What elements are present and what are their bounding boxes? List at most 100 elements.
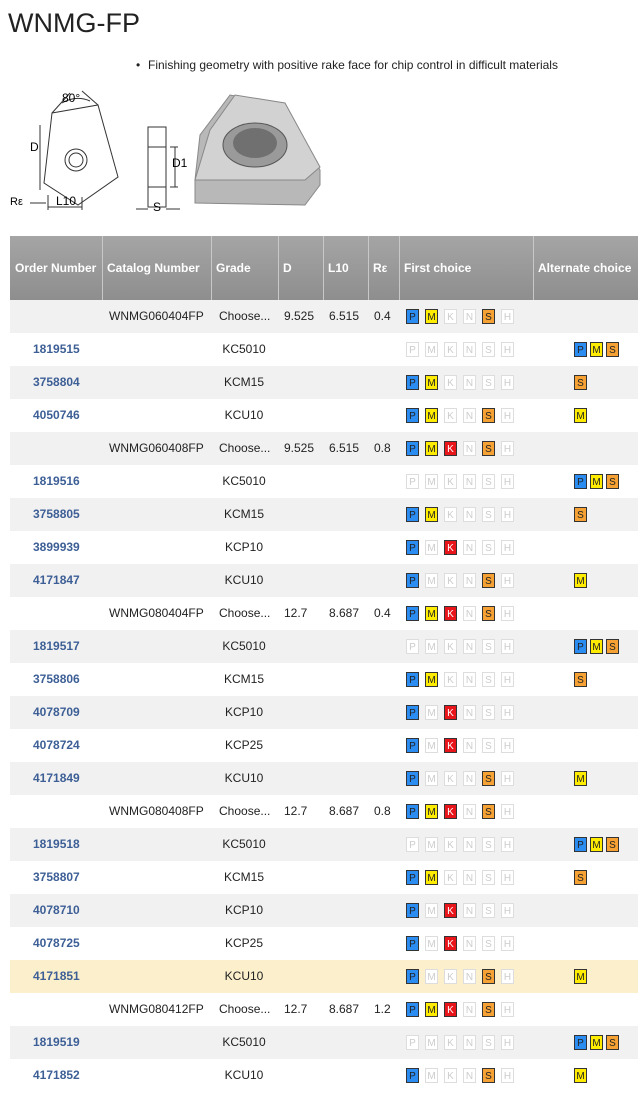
material-box: H	[501, 837, 514, 852]
order-number[interactable]: 4078725	[33, 936, 80, 950]
column-separator	[399, 236, 400, 300]
catalog-number: WNMG080404FP	[109, 606, 204, 620]
item-row: 1819517 KC5010 P M K N S H P M S	[10, 630, 638, 663]
material-box: N	[463, 441, 476, 456]
material-box: N	[463, 804, 476, 819]
material-box: H	[501, 936, 514, 951]
material-box: K	[444, 639, 457, 654]
item-row: 4171851 KCU10 P M K N S H M	[10, 960, 638, 993]
order-number[interactable]: 4078710	[33, 903, 80, 917]
order-number[interactable]: 4171849	[33, 771, 80, 785]
order-number[interactable]: 4171851	[33, 969, 80, 983]
order-number[interactable]: 1819515	[33, 342, 80, 356]
material-box: K	[444, 606, 457, 621]
grade-select[interactable]: Choose...	[219, 804, 271, 818]
catalog-number: WNMG060408FP	[109, 441, 204, 455]
catalog-number: WNMG060404FP	[109, 309, 204, 323]
group-row: WNMG080408FP Choose... 12.7 8.687 0.8 P M K N S H	[10, 795, 638, 828]
order-number[interactable]: 3899939	[33, 540, 80, 554]
alternate-box: M	[590, 837, 603, 852]
material-box: P	[406, 408, 419, 423]
material-box: K	[444, 408, 457, 423]
l10-label: L10	[56, 194, 76, 208]
material-box: P	[406, 342, 419, 357]
material-box: M	[425, 474, 438, 489]
column-separator	[102, 236, 103, 300]
material-box: M	[425, 903, 438, 918]
column-header: D	[283, 261, 292, 275]
material-box: K	[444, 969, 457, 984]
order-number[interactable]: 3758804	[33, 375, 80, 389]
material-box: K	[444, 540, 457, 555]
material-box: M	[425, 441, 438, 456]
column-header: Rε	[373, 261, 388, 275]
alternate-box: S	[606, 639, 619, 654]
grade-select[interactable]: Choose...	[219, 1002, 271, 1016]
material-box: N	[463, 639, 476, 654]
alternate-box: P	[574, 1035, 587, 1050]
order-number[interactable]: 3758807	[33, 870, 80, 884]
grade: KCU10	[224, 573, 264, 587]
order-number[interactable]: 4078724	[33, 738, 80, 752]
order-number[interactable]: 4050746	[33, 408, 80, 422]
material-box: K	[444, 441, 457, 456]
material-box: H	[501, 804, 514, 819]
catalog-number: WNMG080412FP	[109, 1002, 204, 1016]
order-number[interactable]: 1819519	[33, 1035, 80, 1049]
column-header: Order Number	[15, 261, 97, 275]
item-row: 4171852 KCU10 P M K N S H M	[10, 1059, 638, 1092]
material-box: N	[463, 573, 476, 588]
order-number[interactable]: 3758806	[33, 672, 80, 686]
re-value: 1.2	[374, 1002, 391, 1016]
grade-select[interactable]: Choose...	[219, 606, 271, 620]
group-row: WNMG060404FP Choose... 9.525 6.515 0.4 P M K N S H	[10, 300, 638, 333]
grade: KCP25	[224, 738, 264, 752]
re-value: 0.4	[374, 606, 391, 620]
material-box: N	[463, 969, 476, 984]
order-number[interactable]: 1819518	[33, 837, 80, 851]
material-box: S	[482, 342, 495, 357]
material-box: H	[501, 474, 514, 489]
material-box: M	[425, 672, 438, 687]
order-number[interactable]: 4171852	[33, 1068, 80, 1082]
title: WNMG-FP	[8, 8, 140, 38]
material-box: M	[425, 408, 438, 423]
grade: KC5010	[222, 639, 266, 653]
material-box: P	[406, 1068, 419, 1083]
bullet: Finishing geometry with positive rake fa…	[136, 58, 558, 72]
d-value: 9.525	[284, 441, 315, 455]
material-box: H	[501, 1035, 514, 1050]
alternate-box: S	[574, 507, 587, 522]
material-box: N	[463, 738, 476, 753]
material-box: N	[463, 672, 476, 687]
material-box: K	[444, 804, 457, 819]
alternate-box: S	[574, 672, 587, 687]
alternate-box: P	[574, 639, 587, 654]
column-header: Grade	[216, 261, 251, 275]
material-box: K	[444, 870, 457, 885]
order-number[interactable]: 3758805	[33, 507, 80, 521]
column-header: L10	[328, 261, 349, 275]
order-number[interactable]: 4171847	[33, 573, 80, 587]
table-header: Order Number Catalog Number Grade D L10 Rε Fir…	[10, 236, 638, 300]
material-box: N	[463, 540, 476, 555]
order-number[interactable]: 4078709	[33, 705, 80, 719]
material-box: N	[463, 936, 476, 951]
column-separator	[368, 236, 369, 300]
alternate-box: S	[606, 837, 619, 852]
material-box: M	[425, 705, 438, 720]
material-box: M	[425, 870, 438, 885]
s-label: S	[153, 200, 161, 214]
catalog-number: WNMG080408FP	[109, 804, 204, 818]
grade-select[interactable]: Choose...	[219, 441, 271, 455]
item-row: 4078724 KCP25 P M K N S H	[10, 729, 638, 762]
item-row: 3758807 KCM15 P M K N S H S	[10, 861, 638, 894]
order-number[interactable]: 1819517	[33, 639, 80, 653]
order-number[interactable]: 1819516	[33, 474, 80, 488]
material-box: M	[425, 342, 438, 357]
material-box: H	[501, 540, 514, 555]
material-box: K	[444, 1068, 457, 1083]
grade-select[interactable]: Choose...	[219, 309, 271, 323]
material-box: P	[406, 936, 419, 951]
material-box: H	[501, 342, 514, 357]
